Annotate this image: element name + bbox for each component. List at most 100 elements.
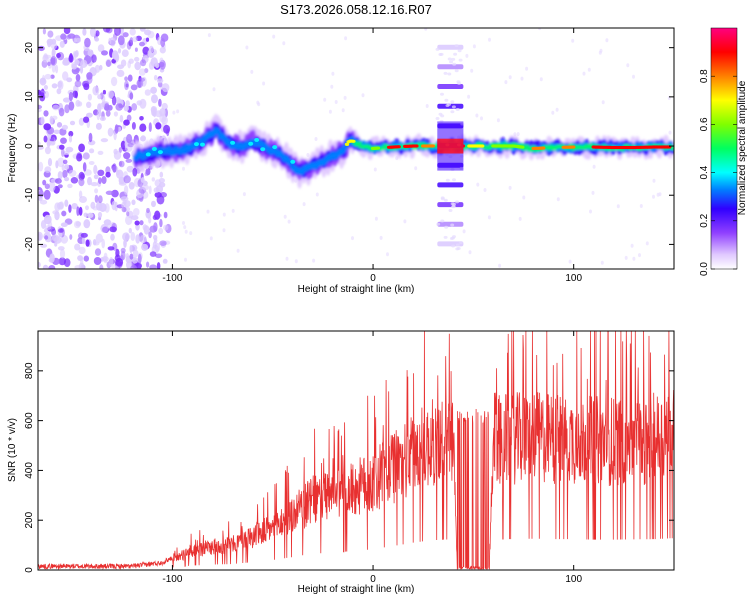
noise-blob bbox=[97, 150, 104, 155]
noise-blob bbox=[285, 256, 289, 261]
noise-blob bbox=[44, 146, 51, 155]
noise-blob bbox=[130, 84, 138, 91]
noise-blob bbox=[83, 83, 90, 91]
noise-blob bbox=[140, 59, 147, 67]
noise-blob bbox=[43, 135, 48, 143]
noise-blob bbox=[341, 108, 345, 113]
harmonic-speck bbox=[440, 197, 445, 201]
noise-blob bbox=[88, 132, 93, 143]
ridge-peak bbox=[254, 137, 260, 142]
harmonic-speck bbox=[435, 117, 440, 120]
noise-blob bbox=[138, 68, 146, 76]
noise-blob bbox=[571, 38, 575, 43]
noise-blob bbox=[146, 207, 150, 214]
noise-blob bbox=[123, 185, 129, 196]
colorbar-tick-label: 0.8 bbox=[699, 69, 710, 83]
noise-blob bbox=[626, 63, 630, 68]
noise-blob bbox=[148, 45, 154, 53]
harmonic-speck bbox=[435, 47, 440, 51]
harmonic-speck bbox=[454, 44, 459, 48]
noise-blob bbox=[64, 164, 70, 170]
noise-blob bbox=[153, 74, 158, 81]
harmonic-line bbox=[437, 64, 464, 70]
noise-blob bbox=[480, 116, 483, 121]
noise-blob bbox=[155, 122, 162, 130]
noise-blob bbox=[256, 100, 260, 105]
noise-blob bbox=[107, 90, 115, 99]
colorbar-tick-label: 0.0 bbox=[699, 262, 710, 276]
noise-blob bbox=[62, 59, 70, 66]
noise-blob bbox=[134, 56, 140, 62]
noise-blob bbox=[127, 74, 133, 82]
harmonic-center-peak bbox=[437, 138, 464, 154]
noise-blob bbox=[589, 209, 592, 214]
noise-blob bbox=[163, 224, 169, 231]
noise-blob bbox=[61, 164, 65, 171]
ridge-peak bbox=[157, 150, 163, 155]
noise-blob bbox=[128, 182, 135, 190]
snr-content bbox=[38, 331, 674, 570]
ridge-peak bbox=[351, 139, 356, 143]
harmonic-speck bbox=[448, 209, 453, 212]
harmonic-speck bbox=[450, 110, 455, 114]
noise-blob bbox=[262, 81, 266, 86]
noise-blob bbox=[126, 114, 132, 122]
noise-blob bbox=[113, 111, 118, 117]
noise-blob bbox=[78, 178, 85, 187]
noise-blob bbox=[222, 212, 226, 217]
noise-blob bbox=[38, 45, 45, 52]
noise-blob bbox=[113, 53, 119, 61]
noise-blob bbox=[144, 89, 151, 96]
noise-blob bbox=[44, 225, 52, 231]
noise-blob bbox=[44, 235, 49, 240]
noise-blob bbox=[132, 36, 138, 43]
noise-blob bbox=[80, 59, 88, 68]
noise-blob bbox=[158, 178, 165, 183]
noise-blob bbox=[126, 165, 134, 173]
noise-blob bbox=[122, 32, 129, 38]
noise-blob bbox=[143, 225, 150, 235]
snr-ylabel: SNR (10 * v/v) bbox=[7, 418, 18, 482]
noise-blob bbox=[108, 37, 112, 45]
noise-blob bbox=[99, 102, 105, 110]
noise-blob bbox=[74, 80, 82, 88]
noise-blob bbox=[96, 110, 101, 121]
noise-blob bbox=[83, 116, 90, 123]
noise-blob bbox=[117, 126, 122, 132]
noise-blob bbox=[129, 92, 134, 100]
noise-blob bbox=[123, 175, 131, 184]
noise-blob bbox=[138, 77, 146, 82]
noise-blob bbox=[343, 95, 347, 100]
noise-blob bbox=[74, 243, 81, 251]
figure-title: S173.2026.058.12.16.R07 bbox=[280, 2, 432, 17]
noise-blob bbox=[73, 37, 77, 43]
noise-blob bbox=[150, 106, 158, 114]
noise-blob bbox=[62, 159, 68, 165]
noise-blob bbox=[130, 231, 136, 241]
noise-blob bbox=[119, 114, 124, 123]
noise-blob bbox=[116, 69, 125, 77]
harmonic-line bbox=[437, 84, 464, 89]
noise-blob bbox=[88, 161, 95, 165]
noise-blob bbox=[472, 44, 476, 49]
noise-blob bbox=[38, 190, 44, 198]
noise-blob bbox=[87, 93, 92, 101]
noise-blob bbox=[508, 75, 512, 80]
ridge-peak bbox=[145, 152, 151, 157]
noise-blob bbox=[93, 241, 100, 246]
noise-blob bbox=[161, 83, 170, 93]
noise-blob bbox=[315, 192, 319, 197]
noise-blob bbox=[111, 95, 117, 106]
noise-blob bbox=[59, 128, 67, 136]
noise-blob bbox=[38, 104, 43, 110]
noise-blob bbox=[132, 249, 139, 258]
snr-frame bbox=[37, 330, 675, 571]
harmonic-speck bbox=[455, 200, 460, 204]
noise-blob bbox=[118, 103, 123, 109]
noise-blob bbox=[159, 240, 167, 246]
noise-blob bbox=[109, 226, 117, 233]
noise-blob bbox=[139, 116, 144, 121]
noise-blob bbox=[125, 100, 130, 107]
noise-blob bbox=[639, 204, 643, 208]
